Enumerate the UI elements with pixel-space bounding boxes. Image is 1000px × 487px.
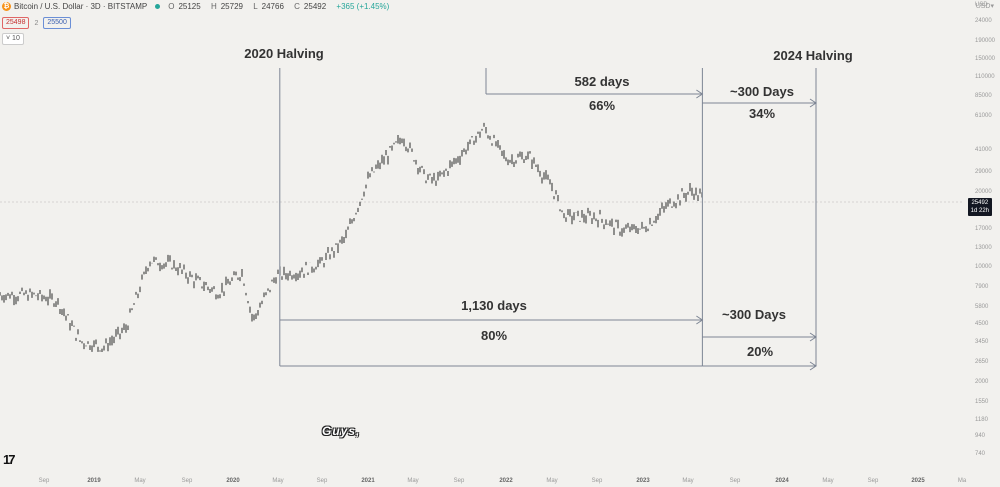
interval-row: ˅ 10 bbox=[2, 33, 24, 45]
x-tick-label: 2025 bbox=[911, 478, 925, 484]
arrow-582-days-head bbox=[696, 89, 704, 99]
price-change: +365 (+1.45%) bbox=[336, 2, 390, 11]
y-tick-label: 7900 bbox=[975, 284, 989, 290]
x-tick-label: Sep bbox=[730, 478, 741, 484]
symbol-title[interactable]: Bitcoin / U.S. Dollar · 3D · BITSTAMP bbox=[14, 2, 148, 11]
x-tick-label: 2022 bbox=[499, 478, 513, 484]
chart-header: ₿ Bitcoin / U.S. Dollar · 3D · BITSTAMP … bbox=[0, 0, 960, 48]
x-tick-label: Sep bbox=[317, 478, 328, 484]
x-tick-label: May bbox=[407, 478, 418, 484]
x-tick-label: Sep bbox=[454, 478, 465, 484]
x-tick-label: May bbox=[134, 478, 145, 484]
y-tick-label: 41000 bbox=[975, 147, 992, 153]
halving-2024-label: 2024 Halving bbox=[773, 48, 853, 63]
arrow-300-days-bottom-head bbox=[809, 361, 817, 371]
x-tick-label: 2021 bbox=[361, 478, 375, 484]
span-300-days-bottom-percent: 20% bbox=[747, 344, 773, 359]
span-582-days-percent: 66% bbox=[589, 98, 615, 113]
span-1130-days-label: 1,130 days bbox=[461, 298, 527, 313]
currency-dropdown-icon[interactable]: ▾ bbox=[990, 3, 994, 10]
chevron-down-icon: ˅ bbox=[6, 35, 13, 42]
sell-price-button[interactable]: 25498 bbox=[2, 17, 30, 29]
y-tick-label: 3450 bbox=[975, 339, 989, 345]
x-tick-label: May bbox=[682, 478, 693, 484]
buy-price-button[interactable]: 25500 bbox=[43, 17, 71, 29]
y-tick-label: 29000 bbox=[975, 169, 992, 175]
order-row: 25498 2 25500 bbox=[2, 17, 71, 29]
x-tick-label: Ma bbox=[958, 478, 967, 484]
y-tick-label: 110000 bbox=[975, 74, 995, 80]
currency-text: USD bbox=[975, 3, 991, 10]
ohlc-open-value: 25125 bbox=[178, 2, 201, 11]
x-tick-label: 2024 bbox=[775, 478, 789, 484]
ohlc-high-value: 25729 bbox=[220, 2, 243, 11]
x-tick-label: Sep bbox=[592, 478, 603, 484]
y-tick-label: 150000 bbox=[975, 56, 996, 62]
currency-label: USD▾ bbox=[976, 2, 994, 10]
y-tick-label: 5800 bbox=[975, 304, 989, 310]
y-tick-label: 13000 bbox=[975, 245, 992, 251]
x-tick-label: May bbox=[546, 478, 557, 484]
span-582-days-label: 582 days bbox=[575, 74, 630, 89]
halving-2020-label: 2020 Halving bbox=[244, 46, 324, 61]
price-axis[interactable]: USD 24000 190000 150000 110000 85000 61000 4100… bbox=[975, 2, 996, 457]
y-tick-label: 2650 bbox=[975, 359, 989, 365]
y-tick-label: 740 bbox=[975, 451, 986, 457]
ohlc-close-value: 25492 bbox=[303, 2, 327, 11]
y-tick-label: USD bbox=[975, 2, 988, 8]
last-price-value: 25492 bbox=[971, 200, 989, 206]
video-caption: Guys, bbox=[322, 424, 361, 438]
bitcoin-icon: ₿ bbox=[2, 2, 11, 11]
arrow-300-days-top-head bbox=[809, 98, 817, 108]
span-300-days-top-label: ~300 Days bbox=[730, 84, 794, 99]
symbol-row: ₿ Bitcoin / U.S. Dollar · 3D · BITSTAMP … bbox=[2, 2, 393, 11]
x-tick-label: 2019 bbox=[87, 478, 101, 484]
y-tick-label: 2000 bbox=[975, 379, 989, 385]
spread-value: 2 bbox=[34, 19, 39, 27]
x-tick-label: Sep bbox=[868, 478, 879, 484]
y-tick-label: 940 bbox=[975, 433, 986, 439]
ohlc-low-label: L bbox=[253, 2, 258, 11]
y-tick-label: 61000 bbox=[975, 113, 992, 119]
y-tick-label: 190000 bbox=[975, 38, 996, 44]
x-tick-label: May bbox=[822, 478, 833, 484]
y-tick-label: 85000 bbox=[975, 93, 992, 99]
y-tick-label: 1550 bbox=[975, 399, 989, 405]
last-price-tag: 25492 1d 22h bbox=[967, 198, 992, 216]
candle-series bbox=[0, 122, 703, 353]
ohlc-values: O 25125 H 25729 L 24766 C 25492 +365 (+1.45%… bbox=[168, 2, 393, 11]
ohlc-open-label: O bbox=[168, 2, 175, 11]
ohlc-high-label: H bbox=[210, 2, 217, 11]
y-tick-label: 24000 bbox=[975, 18, 992, 24]
y-tick-label: 17000 bbox=[975, 226, 992, 232]
interval-value: 10 bbox=[12, 35, 20, 42]
arrow-1130-days-head bbox=[696, 315, 704, 325]
y-tick-label: 20000 bbox=[975, 189, 992, 195]
x-tick-label: May bbox=[272, 478, 283, 484]
ohlc-close-label: C bbox=[294, 2, 300, 11]
x-tick-label: Sep bbox=[182, 478, 193, 484]
market-open-icon bbox=[155, 4, 161, 9]
y-tick-label: 1180 bbox=[975, 417, 989, 423]
ohlc-low-value: 24766 bbox=[261, 2, 284, 11]
y-tick-label: 4500 bbox=[975, 321, 989, 327]
interval-toggle-button[interactable]: ˅ 10 bbox=[2, 33, 24, 45]
tradingview-logo[interactable]: 17 bbox=[3, 452, 16, 467]
y-tick-label: 10000 bbox=[975, 264, 992, 270]
arrow-300-days-mid-head bbox=[809, 332, 817, 342]
span-300-days-bottom-label: ~300 Days bbox=[722, 307, 786, 322]
x-tick-label: 2023 bbox=[636, 478, 650, 484]
span-300-days-top-percent: 34% bbox=[749, 106, 775, 121]
x-tick-label: 2020 bbox=[226, 478, 240, 484]
halving-annotations: 2020 Halving 2024 Halving 582 days 66% ~300 … bbox=[244, 46, 853, 371]
bar-countdown: 1d 22h bbox=[970, 208, 989, 214]
x-tick-label: Sep bbox=[39, 478, 50, 484]
time-axis[interactable]: Sep 2019 May Sep 2020 May Sep 2021 May Sep 2022 May… bbox=[39, 478, 967, 484]
span-1130-days-percent: 80% bbox=[481, 328, 507, 343]
